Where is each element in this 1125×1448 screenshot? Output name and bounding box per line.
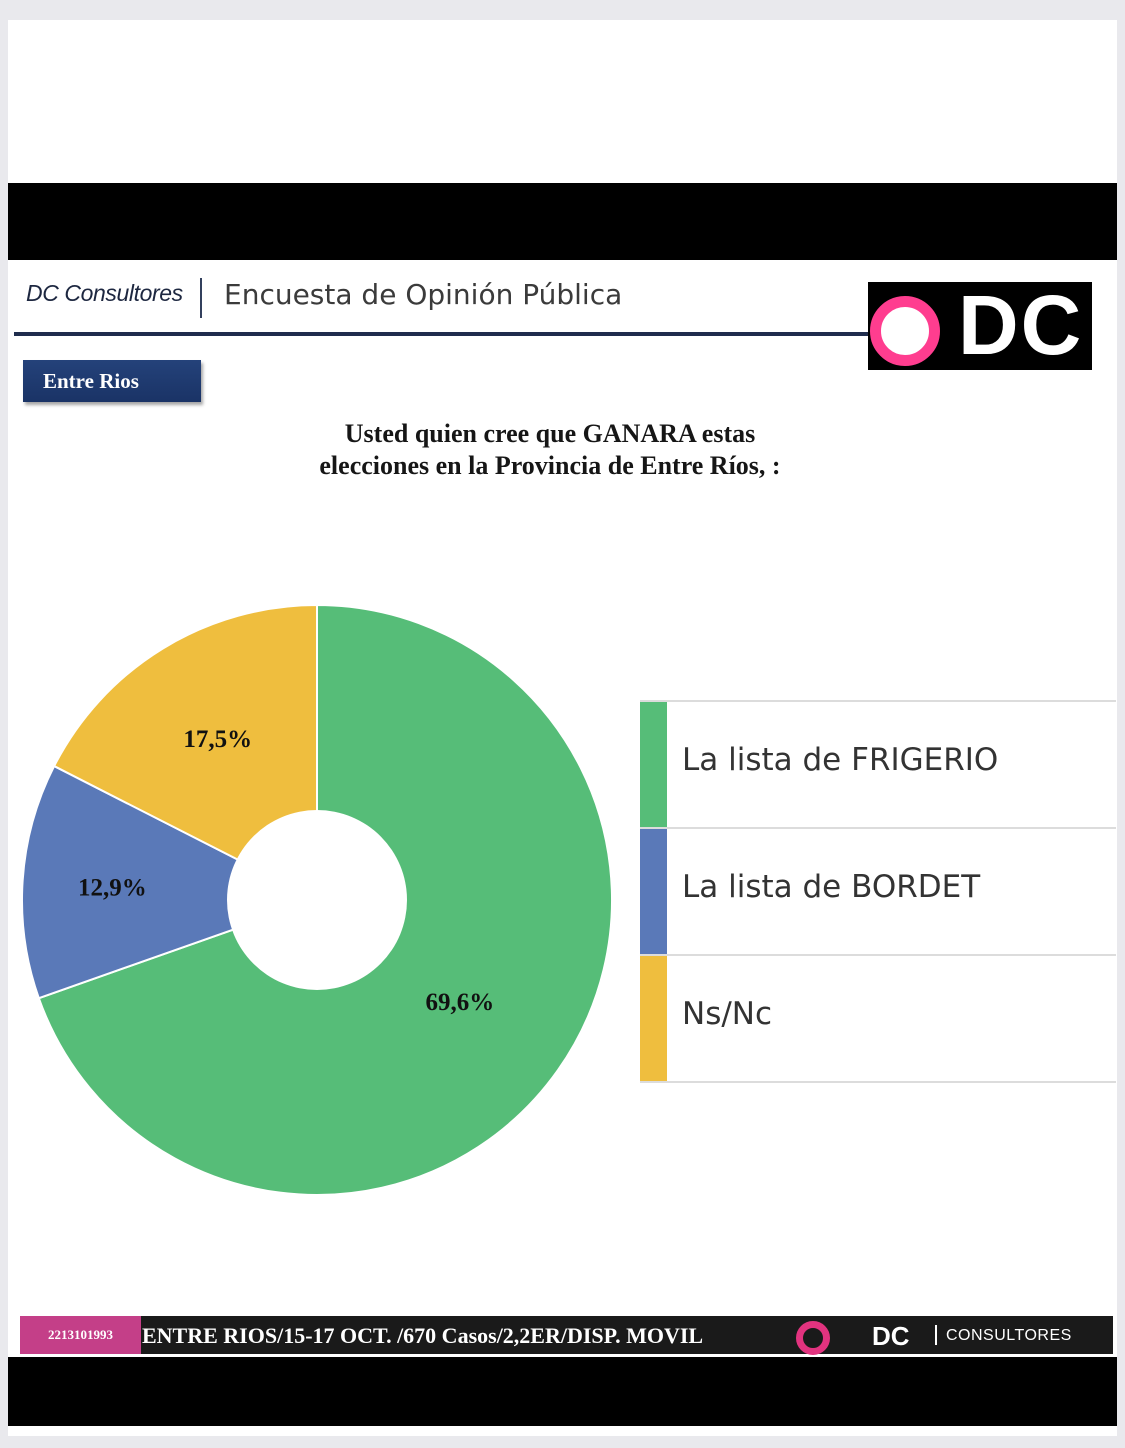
legend-item-bordet: La lista de BORDET (640, 827, 1116, 954)
footer-phone: 2213101993 (20, 1316, 141, 1354)
footer-bar: 2213101993 ENTRE RIOS/15-17 OCT. /670 Ca… (20, 1316, 1113, 1355)
slice-label-bordet: 12,9% (78, 875, 147, 902)
footer-logo-ring-icon (796, 1321, 830, 1355)
legend-item-nsnc: Ns/Nc (640, 954, 1116, 1083)
legend-label-frigerio: La lista de FRIGERIO (682, 742, 999, 778)
legend-label-bordet: La lista de BORDET (682, 869, 981, 905)
chart-legend: La lista de FRIGERIO La lista de BORDET … (640, 700, 1116, 1083)
slice-bordet (21, 764, 320, 1000)
footer-logo-consultores: CONSULTORES (946, 1327, 1072, 1344)
question-line-2: elecciones en la Provincia de Entre Ríos… (319, 451, 781, 480)
logo-text: DC (958, 278, 1084, 372)
question-title: Usted quien cree que GANARA estas elecci… (220, 418, 880, 482)
donut-hole (227, 810, 407, 990)
question-line-1: Usted quien cree que GANARA estas (344, 419, 756, 448)
legend-swatch-frigerio (640, 702, 667, 827)
bottom-black-bar (8, 1357, 1117, 1426)
footer-logo-divider (935, 1325, 937, 1345)
legend-swatch-nsnc (640, 956, 667, 1081)
slice-label-nsnc: 17,5% (183, 726, 252, 753)
survey-title: Encuesta de Opinión Pública (224, 278, 623, 311)
slice-labels: 69,6% 12,9% 17,5% (78, 726, 494, 1016)
slice-nsnc (52, 603, 318, 902)
logo-ring-icon (870, 296, 940, 366)
footer-survey-info: ENTRE RIOS/15-17 OCT. /670 Casos/2,2ER/D… (142, 1323, 704, 1348)
region-tag: Entre Rios (23, 360, 201, 402)
footer-logo-dc: DC (872, 1321, 910, 1351)
header-rule (14, 332, 869, 336)
legend-item-frigerio: La lista de FRIGERIO (640, 700, 1116, 827)
legend-label-nsnc: Ns/Nc (682, 996, 773, 1032)
top-black-bar (8, 183, 1117, 260)
slice-label-frigerio: 69,6% (426, 989, 495, 1016)
brand-name: DC Consultores (26, 280, 183, 306)
brand-divider (200, 278, 202, 318)
legend-swatch-bordet (640, 829, 667, 954)
